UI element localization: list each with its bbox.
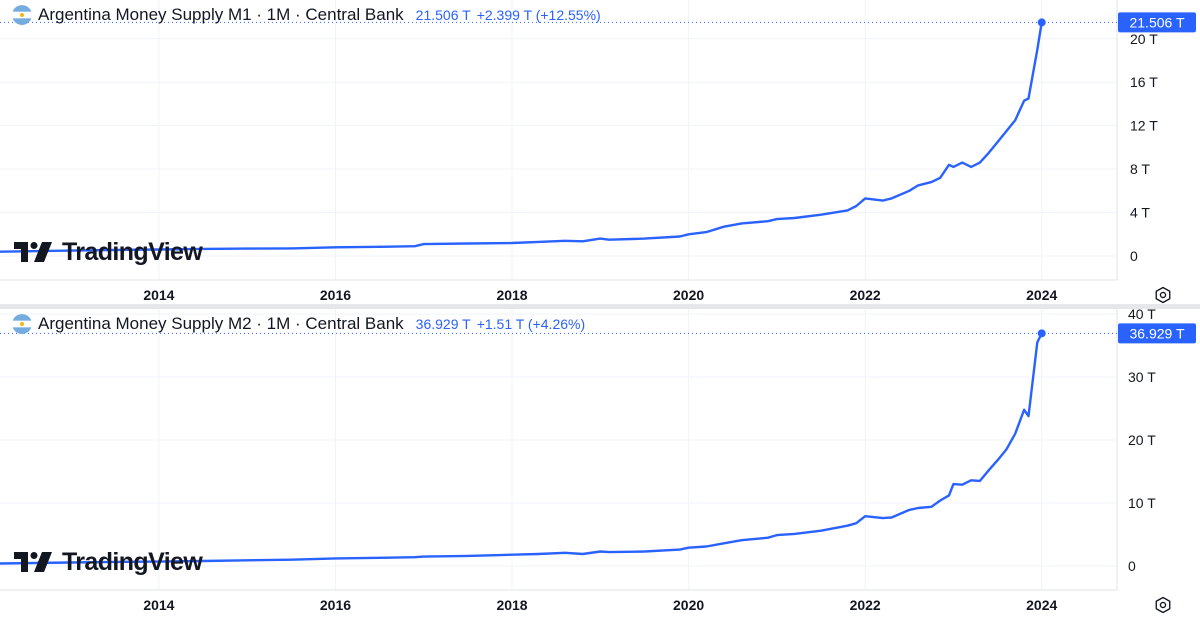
m2-x-tick-label: 2022 <box>850 597 881 613</box>
m2-y-tick-label: 30 T <box>1128 369 1156 385</box>
tradingview-wordmark: TradingView <box>62 237 203 266</box>
m1-x-tick-label: 2018 <box>496 287 527 303</box>
m1-x-tick-label: 2024 <box>1026 287 1057 303</box>
m2-x-tick-label: 2024 <box>1026 597 1057 613</box>
m2-legend-change: +1.51 T (+4.26%) <box>476 316 586 332</box>
m2-legend-title[interactable]: Argentina Money Supply M2 · 1M · Central… <box>38 314 404 333</box>
m2-last-point <box>1037 329 1046 338</box>
m2-last-value-label: 36.929 T <box>1129 325 1184 341</box>
tradingview-logo-icon <box>14 242 52 262</box>
m2-series-line <box>0 332 1043 565</box>
m1-legend-title[interactable]: Argentina Money Supply M1 · 1M · Central… <box>38 5 404 24</box>
argentina-flag-icon <box>12 314 32 334</box>
m1-last-value-label: 21.506 T <box>1129 14 1184 30</box>
m1-legend-change: +2.399 T (+12.55%) <box>476 7 601 23</box>
m2-x-tick-label: 2016 <box>320 597 351 613</box>
m2-x-tick-label: 2018 <box>496 597 527 613</box>
m1-y-tick-label: 12 T <box>1130 118 1158 134</box>
m1-x-tick-label: 2014 <box>143 287 174 303</box>
m2-x-tick-label: 2014 <box>143 597 174 613</box>
m2-last-value-badge <box>1118 323 1196 344</box>
settings-gear-icon[interactable] <box>1154 596 1172 614</box>
chart-panel-m2: 2014 2016 2018 2020 2022 2024 0 10 T 20 T 30 T 40 … <box>0 309 1200 628</box>
m1-x-tick-label: 2020 <box>673 287 704 303</box>
tradingview-logo-icon <box>14 552 52 572</box>
tradingview-logo[interactable]: TradingView <box>14 547 203 577</box>
m1-x-tick-label: 2016 <box>320 287 351 303</box>
tradingview-logo[interactable]: TradingView <box>14 237 203 267</box>
m1-legend: Argentina Money Supply M1 · 1M · Central… <box>12 3 601 27</box>
m2-y-tick-label: 40 T <box>1128 309 1156 322</box>
m2-chart-canvas[interactable]: 2014 2016 2018 2020 2022 2024 0 10 T 20 T 30 T 40 … <box>0 309 1200 628</box>
m1-y-tick-label: 20 T <box>1130 31 1158 47</box>
panel-divider[interactable] <box>0 304 1200 309</box>
m2-legend: Argentina Money Supply M2 · 1M · Central… <box>12 312 585 336</box>
m2-y-tick-label: 20 T <box>1128 432 1156 448</box>
m1-y-tick-label: 0 <box>1130 248 1138 264</box>
m1-x-tick-label: 2022 <box>850 287 881 303</box>
m1-y-tick-label: 8 T <box>1130 161 1150 177</box>
settings-gear-icon[interactable] <box>1154 286 1172 304</box>
m2-y-tick-label: 10 T <box>1128 495 1156 511</box>
m1-chart-canvas[interactable]: 2014 2016 2018 2020 2022 2024 0 4 T 8 T 12 T 16 T 2… <box>0 0 1200 304</box>
argentina-flag-icon <box>12 5 32 25</box>
m2-legend-value: 36.929 T <box>415 316 471 332</box>
m2-x-tick-label: 2020 <box>673 597 704 613</box>
m1-last-value-badge <box>1118 12 1196 33</box>
m1-legend-value: 21.506 T <box>415 7 471 23</box>
m1-y-tick-label: 4 T <box>1130 205 1150 221</box>
m1-y-tick-label: 16 T <box>1130 74 1158 90</box>
m1-series-line <box>0 22 1043 253</box>
m2-y-tick-label: 0 <box>1128 558 1136 574</box>
m1-last-point <box>1037 18 1046 27</box>
chart-panel-m1: 2014 2016 2018 2020 2022 2024 0 4 T 8 T 12 T 16 T 2… <box>0 0 1200 304</box>
tradingview-wordmark: TradingView <box>62 547 203 576</box>
